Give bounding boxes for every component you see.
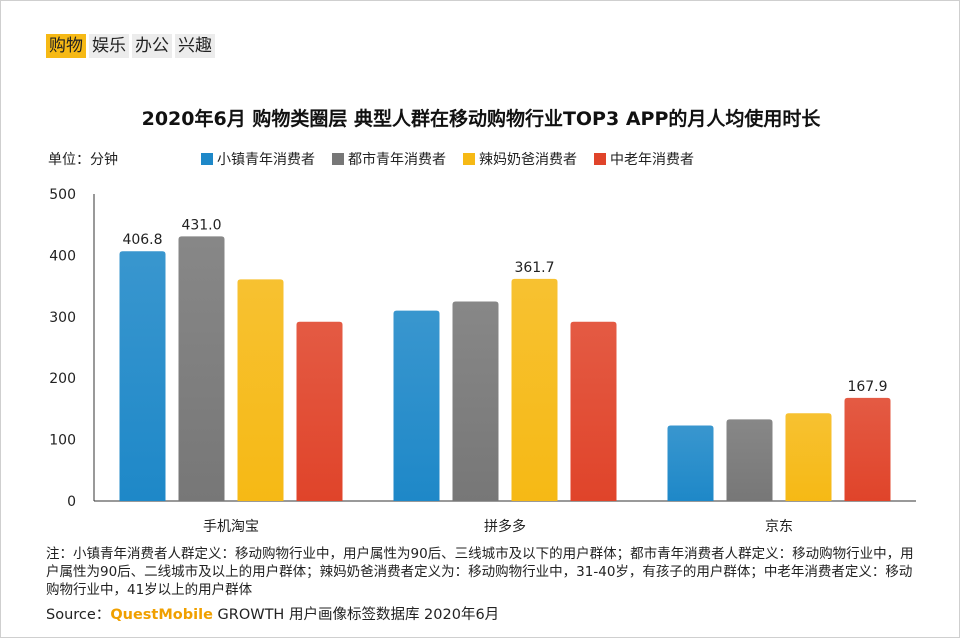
tab-shopping[interactable]: 购物 (46, 34, 86, 58)
y-tick-label: 100 (49, 433, 76, 449)
tab-interest[interactable]: 兴趣 (175, 34, 215, 58)
tab-entertainment[interactable]: 娱乐 (89, 34, 129, 58)
data-label: 431.0 (181, 217, 221, 233)
bar (785, 413, 832, 501)
bar (570, 321, 617, 501)
bar-chart: 0 100 200 300 400 500 406.8 431.0 手机淘宝 361.7 拼多多 16… (49, 187, 916, 535)
x-tick-label: 拼多多 (484, 518, 526, 535)
category-tabs: 购物 娱乐 办公 兴趣 (46, 34, 215, 58)
y-tick-label: 500 (49, 187, 76, 203)
legend-label: 中老年消费者 (610, 152, 694, 168)
y-tick-label: 400 (49, 248, 76, 264)
bar (667, 425, 714, 501)
source-brand: QuestMobile (110, 607, 213, 623)
tab-office[interactable]: 办公 (132, 34, 172, 58)
bar (393, 310, 440, 501)
legend: 小镇青年消费者 都市青年消费者 辣妈奶爸消费者 中老年消费者 (201, 149, 694, 169)
legend-item: 中老年消费者 (594, 149, 694, 169)
source-suffix: GROWTH 用户画像标签数据库 2020年6月 (212, 607, 500, 623)
legend-item: 小镇青年消费者 (201, 149, 315, 169)
y-tick-label: 300 (49, 310, 76, 326)
y-tick-label: 0 (67, 494, 76, 510)
bar (726, 419, 773, 501)
legend-item: 都市青年消费者 (332, 149, 446, 169)
unit-label: 单位：分钟 (48, 152, 118, 168)
bar (844, 397, 891, 501)
chart-title: 2020年6月 购物类圈层 典型人群在移动购物行业TOP3 APP的月人均使用时… (141, 108, 821, 130)
legend-label: 小镇青年消费者 (217, 152, 315, 168)
bar (119, 251, 166, 501)
legend-swatch (332, 153, 344, 165)
bar (237, 279, 284, 501)
footnote: 注：小镇青年消费者人群定义：移动购物行业中，用户属性为90后、三线城市及以下的用… (46, 546, 914, 598)
x-tick-label: 京东 (765, 519, 793, 535)
source-line: Source：QuestMobile GROWTH 用户画像标签数据库 2020… (46, 603, 499, 624)
data-label: 361.7 (514, 260, 554, 276)
source-prefix: Source： (46, 607, 111, 623)
data-label: 406.8 (122, 232, 162, 248)
data-label: 167.9 (847, 379, 887, 395)
legend-item: 辣妈奶爸消费者 (463, 149, 577, 169)
bar (511, 278, 558, 501)
legend-label: 辣妈奶爸消费者 (479, 152, 577, 168)
legend-label: 都市青年消费者 (348, 152, 446, 168)
bar (296, 321, 343, 501)
legend-swatch (463, 153, 475, 165)
legend-swatch (594, 153, 606, 165)
legend-swatch (201, 153, 213, 165)
y-tick-label: 200 (49, 371, 76, 387)
bar (452, 301, 499, 501)
bar (178, 236, 225, 501)
x-tick-label: 手机淘宝 (203, 519, 259, 535)
